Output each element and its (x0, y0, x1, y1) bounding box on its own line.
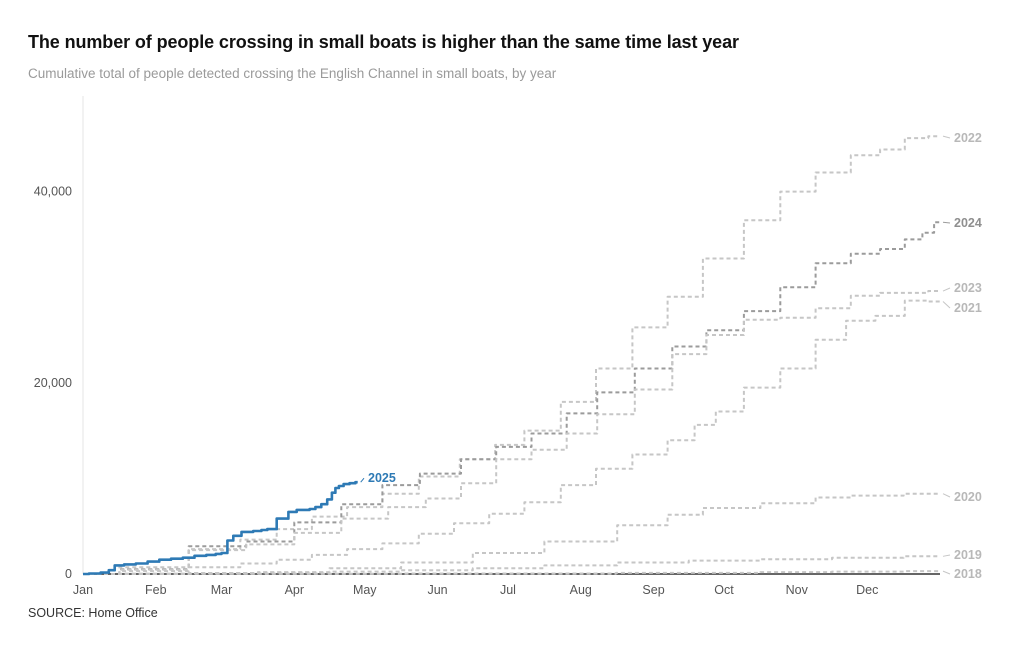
series-connector-2024 (942, 221, 951, 224)
x-tick-label: Jun (427, 583, 447, 597)
series-label-2020: 2020 (954, 490, 982, 504)
series-line-2023 (83, 290, 940, 575)
series-line-2024 (83, 221, 940, 575)
x-tick-label: Oct (714, 583, 734, 597)
x-tick-label: Feb (145, 583, 167, 597)
series-label-2025: 2025 (368, 471, 396, 485)
series-label-2021: 2021 (954, 301, 982, 315)
series-line-2025 (83, 480, 358, 576)
x-tick-label: May (353, 583, 377, 597)
series-line-2022 (83, 135, 940, 575)
y-tick-label: 40,000 (34, 185, 72, 199)
series-connector-2021 (942, 301, 951, 309)
series-label-2023: 2023 (954, 281, 982, 295)
series-connector-2019 (942, 554, 951, 557)
series-line-2018 (83, 570, 940, 575)
x-tick-label: Sep (642, 583, 664, 597)
x-tick-label: Aug (570, 583, 592, 597)
x-tick-label: Mar (211, 583, 233, 597)
series-connector-2018 (942, 570, 951, 575)
series-label-2019: 2019 (954, 548, 982, 562)
series-line-2019 (83, 555, 940, 575)
chart-source: SOURCE: Home Office (28, 606, 158, 620)
y-tick-label: 20,000 (34, 376, 72, 390)
series-label-2024: 2024 (954, 216, 982, 230)
series-connector-2025 (360, 477, 365, 483)
chart-title: The number of people crossing in small b… (28, 32, 739, 52)
series-connector-2023 (942, 287, 951, 292)
series-connector-2022 (942, 135, 951, 139)
x-tick-label: Apr (285, 583, 304, 597)
x-tick-label: Jan (73, 583, 93, 597)
x-tick-label: Jul (500, 583, 516, 597)
series-connector-2020 (942, 493, 951, 498)
x-tick-label: Dec (856, 583, 878, 597)
series-label-2018: 2018 (954, 567, 982, 581)
x-tick-label: Nov (786, 583, 809, 597)
series-label-2022: 2022 (954, 131, 982, 145)
series-line-2020 (83, 492, 940, 575)
series-line-2021 (83, 299, 940, 575)
chart-subtitle: Cumulative total of people detected cros… (28, 66, 557, 81)
y-tick-label: 0 (65, 567, 72, 581)
